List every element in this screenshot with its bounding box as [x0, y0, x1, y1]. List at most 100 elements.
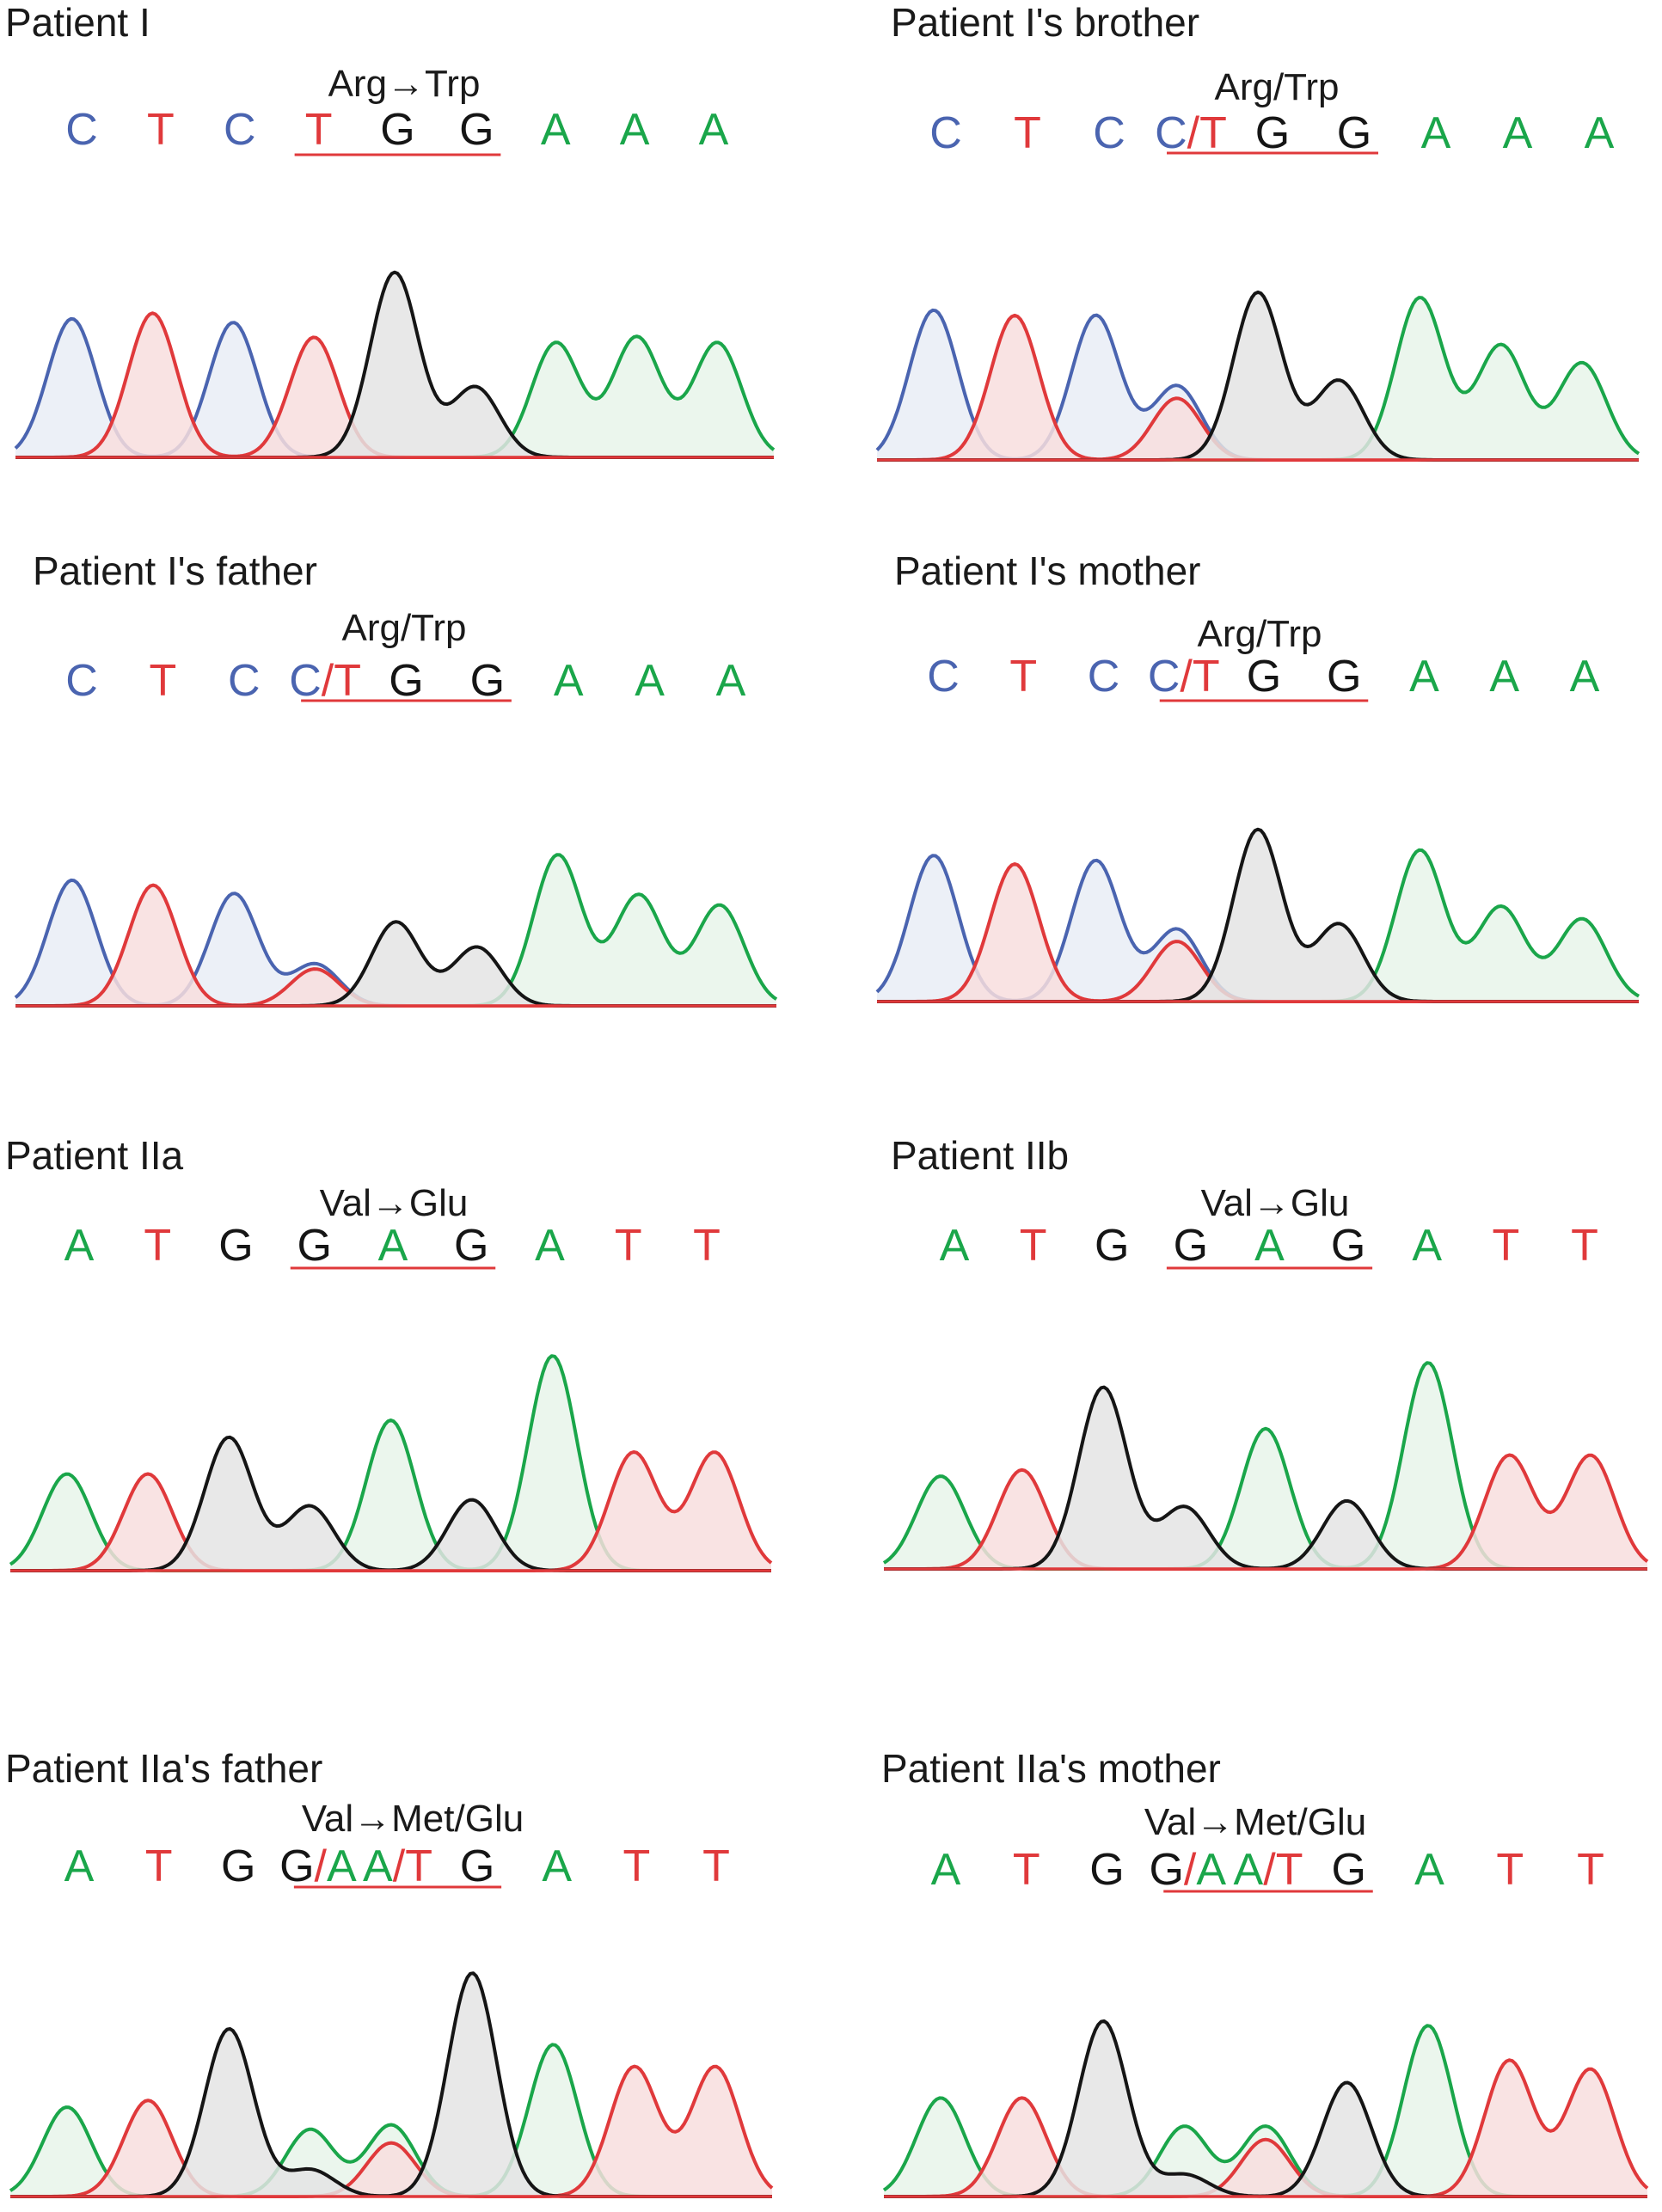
base-call: G — [459, 105, 494, 155]
base-call: A — [716, 656, 746, 706]
trace-fill-A — [15, 855, 776, 1006]
trace-fill-G — [884, 1387, 1647, 1569]
base-call: A — [931, 1845, 961, 1895]
trace-fill-A — [10, 2044, 772, 2197]
trace-fill-C — [15, 318, 774, 457]
trace-fill-C — [877, 855, 1639, 1002]
mutation-label: Arg/Trp — [1197, 613, 1322, 655]
base-call: G — [1332, 1845, 1366, 1895]
panel-title: Patient IIa's mother — [881, 1746, 1221, 1791]
trace-fill-C — [877, 309, 1639, 460]
trace-fill-A — [877, 849, 1639, 1002]
base-call: A — [940, 1221, 970, 1271]
base-call: G — [470, 656, 505, 706]
base-call: G — [1255, 108, 1290, 158]
base-call: T — [693, 1221, 721, 1271]
base-call: G — [1095, 1221, 1129, 1271]
base-call: A — [1412, 1221, 1442, 1271]
base-call: A — [635, 656, 665, 706]
base-call: T — [149, 656, 176, 706]
base-call: A — [378, 1221, 408, 1271]
base-call: A — [535, 1221, 565, 1271]
panel-title: Patient I's brother — [891, 0, 1199, 45]
base-call: A — [541, 105, 571, 155]
base-call: T — [615, 1221, 642, 1271]
base-call: T — [1571, 1221, 1598, 1271]
base-call: A — [542, 1841, 572, 1891]
base-call: C — [224, 105, 256, 155]
panel-title: Patient IIb — [891, 1133, 1069, 1178]
trace-fill-G — [10, 1973, 772, 2197]
base-call: A — [1503, 108, 1533, 158]
base-call: T — [1496, 1845, 1524, 1895]
base-call: A — [1409, 652, 1439, 702]
base-call: C — [929, 108, 962, 158]
base-call: A — [64, 1841, 95, 1891]
trace-fill-T — [10, 2066, 772, 2197]
base-call: G — [1337, 108, 1371, 158]
base-call: G — [1327, 652, 1361, 702]
base-call: A/T — [1234, 1845, 1303, 1895]
base-call: G — [380, 105, 414, 155]
panel-title: Patient I's father — [33, 548, 317, 593]
trace-fill-G — [884, 2021, 1647, 2197]
trace-fill-C — [15, 879, 776, 1006]
trace-fill-T — [877, 315, 1639, 460]
mutation-label: Arg→Trp — [328, 63, 481, 105]
trace-fill-G — [10, 1437, 771, 1571]
panel-title: Patient I's mother — [894, 548, 1201, 593]
base-call: C — [1088, 652, 1120, 702]
mutation-label: Val→Glu — [320, 1182, 469, 1224]
base-call: A — [554, 656, 584, 706]
base-call: G — [460, 1841, 494, 1891]
mutation-label: Val→Glu — [1201, 1182, 1350, 1224]
trace-fill-A — [884, 2025, 1647, 2197]
base-call: C — [65, 105, 98, 155]
base-call: T — [1020, 1221, 1047, 1271]
trace-fill-T — [10, 1452, 771, 1571]
base-call: T — [1014, 108, 1041, 158]
panel-title: Patient IIa — [5, 1133, 184, 1178]
trace-fill-T — [877, 864, 1639, 1002]
base-call: G — [1089, 1845, 1124, 1895]
base-call: A — [1414, 1845, 1444, 1895]
base-call: C/T — [289, 656, 361, 706]
base-call: T — [145, 1841, 173, 1891]
trace-line-T — [10, 2064, 774, 2198]
base-call: C/T — [1148, 652, 1220, 702]
base-call: T — [147, 105, 175, 155]
base-call: T — [702, 1841, 730, 1891]
base-call: T — [622, 1841, 650, 1891]
base-call: G — [454, 1221, 488, 1271]
base-call: G — [1174, 1221, 1208, 1271]
mutation-label: Val→Met/Glu — [302, 1798, 524, 1840]
trace-fill-T — [884, 1455, 1647, 1569]
trace-fill-A — [10, 1356, 771, 1571]
trace-fill-A — [877, 297, 1639, 460]
base-call: G/A — [279, 1841, 357, 1891]
base-call: A — [1254, 1221, 1285, 1271]
base-call: A — [1489, 652, 1519, 702]
panel-title: Patient I — [5, 0, 150, 45]
base-call: T — [305, 105, 333, 155]
base-call: C/T — [1155, 108, 1227, 158]
base-call: A — [1570, 652, 1600, 702]
base-call: A/T — [363, 1841, 432, 1891]
trace-fill-T — [15, 885, 776, 1006]
base-call: G — [218, 1221, 253, 1271]
base-call: C — [228, 656, 261, 706]
trace-fill-A — [15, 336, 774, 457]
base-call: T — [144, 1221, 171, 1271]
base-call: A — [620, 105, 650, 155]
trace-fill-T — [15, 313, 774, 457]
base-call: A — [1585, 108, 1615, 158]
trace-line-T — [884, 2058, 1649, 2198]
